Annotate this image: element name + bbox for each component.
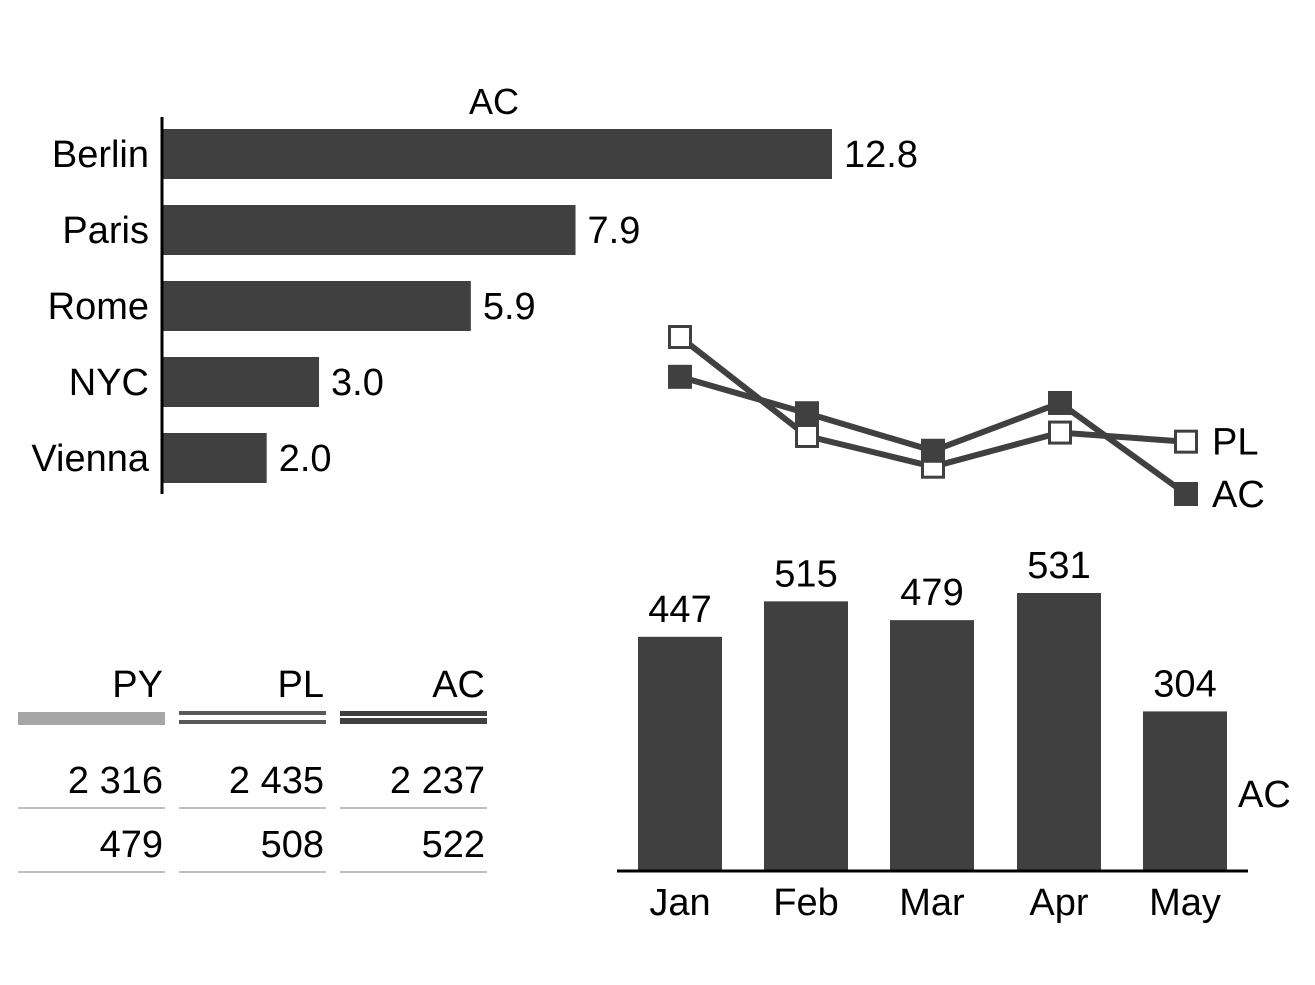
bar bbox=[162, 433, 267, 483]
category-label: NYC bbox=[69, 362, 149, 404]
column bbox=[764, 601, 848, 870]
bar bbox=[162, 205, 576, 255]
series-label: AC bbox=[1238, 774, 1291, 816]
table-cell: 479 bbox=[100, 824, 163, 866]
column-header: PY bbox=[112, 664, 163, 706]
header-rule-pl bbox=[179, 711, 326, 715]
column bbox=[1143, 711, 1227, 870]
category-label: Rome bbox=[48, 286, 149, 328]
value-label: 304 bbox=[1153, 663, 1216, 705]
value-label: 7.9 bbox=[588, 210, 641, 252]
bar bbox=[162, 129, 832, 179]
value-label: 447 bbox=[648, 589, 711, 631]
value-label: 479 bbox=[900, 572, 963, 614]
header-rule-ac bbox=[340, 711, 487, 716]
table-cell: 508 bbox=[261, 824, 324, 866]
chart-title: AC bbox=[469, 81, 519, 122]
value-label: 12.8 bbox=[844, 134, 918, 176]
table-cell: 2 435 bbox=[229, 760, 324, 802]
month-label: Mar bbox=[899, 882, 965, 924]
value-label: 531 bbox=[1027, 545, 1090, 587]
value-label: 3.0 bbox=[331, 362, 384, 404]
bar bbox=[162, 357, 320, 407]
summary-table: PY 2 316 479 PL 2 435 508 AC 2 237 522 bbox=[18, 664, 487, 873]
category-label: Paris bbox=[62, 210, 149, 252]
point-ac bbox=[795, 401, 819, 426]
column bbox=[890, 620, 974, 870]
point-ac bbox=[1174, 482, 1198, 506]
column-header: PL bbox=[278, 664, 324, 706]
point-ac bbox=[668, 364, 692, 389]
value-label: 2.0 bbox=[279, 438, 332, 480]
point-pl bbox=[1048, 420, 1072, 445]
column bbox=[1017, 593, 1101, 870]
bar bbox=[162, 281, 471, 331]
header-rule-py bbox=[18, 712, 165, 725]
category-label: Berlin bbox=[52, 134, 149, 176]
column-header: AC bbox=[432, 664, 485, 706]
month-label: Apr bbox=[1029, 882, 1088, 924]
city-bar-chart: AC Berlin 12.8 Paris 7.9 Rome 5.9 NYC 3.0 Vienna 2… bbox=[31, 81, 918, 494]
value-label: 5.9 bbox=[483, 286, 536, 328]
monthly-line-chart: PL AC bbox=[668, 325, 1265, 516]
table-cell: 522 bbox=[422, 824, 485, 866]
header-rule-pl bbox=[179, 720, 326, 724]
category-label: Vienna bbox=[31, 438, 150, 480]
series-label: PL bbox=[1212, 422, 1258, 464]
table-cell: 2 237 bbox=[390, 760, 485, 802]
month-label: Feb bbox=[773, 882, 838, 924]
point-pl bbox=[795, 423, 819, 448]
point-ac bbox=[921, 438, 945, 463]
month-label: Jan bbox=[649, 882, 710, 924]
point-ac bbox=[1048, 390, 1072, 415]
point-pl bbox=[668, 325, 692, 349]
header-rule-ac bbox=[340, 718, 487, 724]
column bbox=[638, 636, 722, 870]
month-label: May bbox=[1149, 882, 1221, 924]
series-label: AC bbox=[1212, 474, 1265, 516]
monthly-column-chart: 447 Jan 515 Feb 479 Mar 531 Apr 304 May AC bbox=[617, 545, 1291, 924]
value-label: 515 bbox=[774, 553, 837, 595]
table-cell: 2 316 bbox=[68, 760, 163, 802]
point-pl bbox=[1174, 429, 1198, 454]
